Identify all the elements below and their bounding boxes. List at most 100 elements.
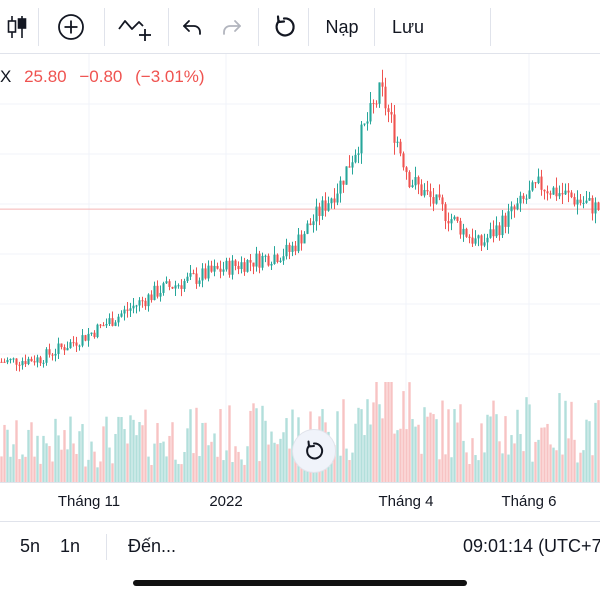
- volume-bar: [90, 441, 93, 482]
- candle-body: [408, 172, 411, 188]
- chart-type-button[interactable]: [0, 0, 34, 54]
- indicators-button[interactable]: [112, 0, 158, 54]
- redo-icon: [223, 20, 241, 35]
- candle-body: [234, 260, 237, 266]
- volume-bar: [177, 463, 180, 482]
- candle-body: [87, 333, 90, 341]
- volume-bar: [12, 444, 15, 482]
- volume-bar: [246, 446, 249, 482]
- candle-body: [402, 153, 405, 168]
- volume-bar: [207, 445, 210, 482]
- volume-bar: [111, 463, 114, 482]
- volume-bar: [228, 405, 231, 482]
- candle-body: [21, 361, 24, 366]
- candle-body: [567, 190, 570, 193]
- range-5d-button[interactable]: 5n: [20, 536, 41, 556]
- candle-body: [471, 237, 474, 244]
- candle-body: [318, 206, 321, 216]
- volume-bar: [507, 454, 510, 482]
- reset-chart-button[interactable]: [292, 429, 336, 473]
- candle-body: [561, 193, 564, 195]
- candle-body: [465, 228, 468, 237]
- candle-body: [0, 361, 3, 363]
- volume-bar: [267, 444, 270, 482]
- candle-body: [441, 197, 444, 205]
- candle-body: [3, 361, 6, 363]
- candle-body: [114, 322, 117, 326]
- volume-bar: [411, 419, 414, 482]
- candle-body: [210, 265, 213, 272]
- reload-button[interactable]: [264, 0, 304, 54]
- candle-body: [222, 269, 225, 272]
- volume-bar: [402, 391, 405, 482]
- volume-bar: [48, 446, 51, 482]
- symbol-label: X: [0, 66, 12, 86]
- candle-body: [480, 235, 483, 246]
- candle-body: [12, 358, 15, 360]
- load-layout-button[interactable]: Nạp: [325, 16, 359, 37]
- volume-bar: [171, 422, 174, 482]
- candle-body: [78, 345, 81, 347]
- volume-bar: [342, 399, 345, 482]
- candle-body: [18, 364, 21, 366]
- candle-body: [492, 229, 495, 237]
- candle-body: [150, 294, 153, 301]
- candle-body: [165, 281, 168, 284]
- candle-body: [411, 185, 414, 188]
- volume-bar: [384, 382, 387, 482]
- candle-body: [66, 348, 69, 351]
- plus-circle-icon: [58, 14, 84, 40]
- volume-bar: [483, 452, 486, 482]
- candle-body: [198, 280, 201, 284]
- candle-body: [36, 357, 39, 363]
- candle-body: [45, 349, 48, 363]
- candle-body: [348, 166, 351, 168]
- candle-body: [282, 256, 285, 261]
- volume-bar: [459, 404, 462, 482]
- volume-bar: [105, 416, 108, 482]
- undo-button[interactable]: [174, 0, 210, 54]
- volume-bar: [132, 419, 135, 482]
- x-tick-label: Tháng 11: [57, 493, 121, 510]
- candle-body: [54, 353, 57, 356]
- volume-bar: [555, 450, 558, 482]
- price-chart[interactable]: [0, 54, 600, 482]
- candle-body: [435, 194, 438, 204]
- save-layout-button[interactable]: Lưu: [391, 16, 425, 37]
- x-tick-label: Tháng 6: [501, 493, 557, 510]
- volume-bar: [36, 435, 39, 482]
- candle-body: [513, 206, 516, 210]
- candle-body: [537, 176, 540, 184]
- candle-body: [228, 260, 231, 275]
- candle-body: [396, 141, 399, 143]
- compare-button[interactable]: [50, 0, 92, 54]
- volume-bar: [189, 409, 192, 482]
- redo-button[interactable]: [214, 0, 250, 54]
- candle-body: [96, 324, 99, 338]
- volume-bar: [597, 400, 600, 482]
- candle-body: [249, 260, 252, 263]
- reset-chart-icon: [306, 440, 324, 460]
- candle-body: [27, 358, 30, 365]
- volume-bar: [153, 443, 156, 482]
- candle-body: [105, 323, 108, 326]
- candle-body: [237, 265, 240, 270]
- volume-bar: [429, 412, 432, 482]
- volume-bar: [216, 456, 219, 482]
- goto-date-button[interactable]: Đến...: [128, 536, 177, 556]
- time-axis[interactable]: Tháng 11 2022 Tháng 4 Tháng 6: [0, 482, 600, 520]
- candle-body: [555, 187, 558, 197]
- volume-bar: [300, 459, 303, 482]
- candle-body: [519, 195, 522, 204]
- volume-bar: [255, 408, 258, 482]
- candle-body: [453, 216, 456, 220]
- volume-bar: [69, 416, 72, 482]
- volume-bar: [66, 449, 69, 482]
- timezone-clock[interactable]: 09:01:14 (UTC+7): [463, 536, 600, 556]
- range-1d-button[interactable]: 1n: [60, 536, 81, 556]
- candle-body: [546, 191, 549, 194]
- volume-bar: [348, 460, 351, 482]
- candle-body: [522, 195, 525, 199]
- candle-body: [369, 103, 372, 122]
- volume-bar: [294, 450, 297, 482]
